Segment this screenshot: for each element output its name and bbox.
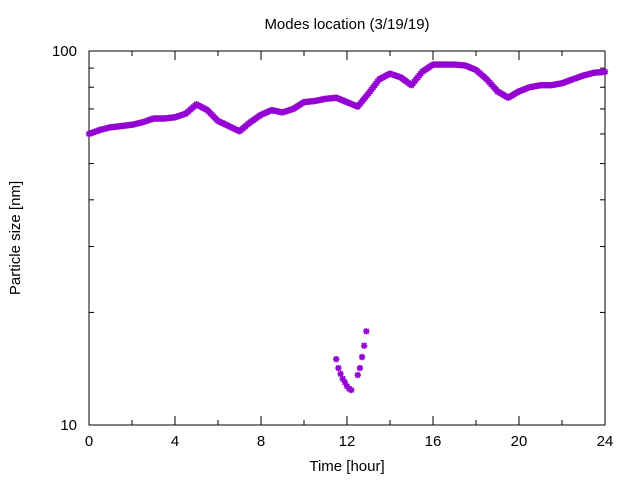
- data-point: [335, 364, 342, 372]
- chart-title: Modes location (3/19/19): [264, 16, 429, 33]
- x-tick-label: 16: [425, 433, 442, 450]
- data-point: [363, 328, 370, 335]
- x-axis-title: Time [hour]: [309, 458, 384, 475]
- data-point: [339, 375, 346, 382]
- x-tick-label: 8: [257, 433, 265, 450]
- x-tick-label: 20: [511, 433, 528, 450]
- plot-frame: [88, 50, 606, 426]
- data-point: [348, 386, 355, 394]
- data-point: [337, 370, 344, 378]
- x-tick-label: 0: [85, 433, 93, 450]
- x-tick-label: 12: [339, 433, 356, 450]
- data-points: [85, 61, 609, 394]
- data-point: [358, 353, 366, 361]
- data-point: [356, 364, 364, 372]
- x-tick-label: 4: [171, 433, 179, 450]
- data-point: [601, 68, 609, 75]
- axis-ticks: [88, 50, 606, 426]
- y-tick-label: 10: [60, 417, 77, 434]
- y-tick-label: 100: [52, 43, 77, 60]
- tick-labels: 0 4 8 12 16 20 24 10 100: [52, 43, 613, 450]
- y-axis-title: Particle size [nm]: [7, 181, 24, 295]
- data-point: [341, 379, 349, 386]
- data-point: [333, 355, 340, 363]
- x-tick-label: 24: [597, 433, 614, 450]
- data-point: [354, 371, 361, 379]
- data-point: [361, 342, 368, 349]
